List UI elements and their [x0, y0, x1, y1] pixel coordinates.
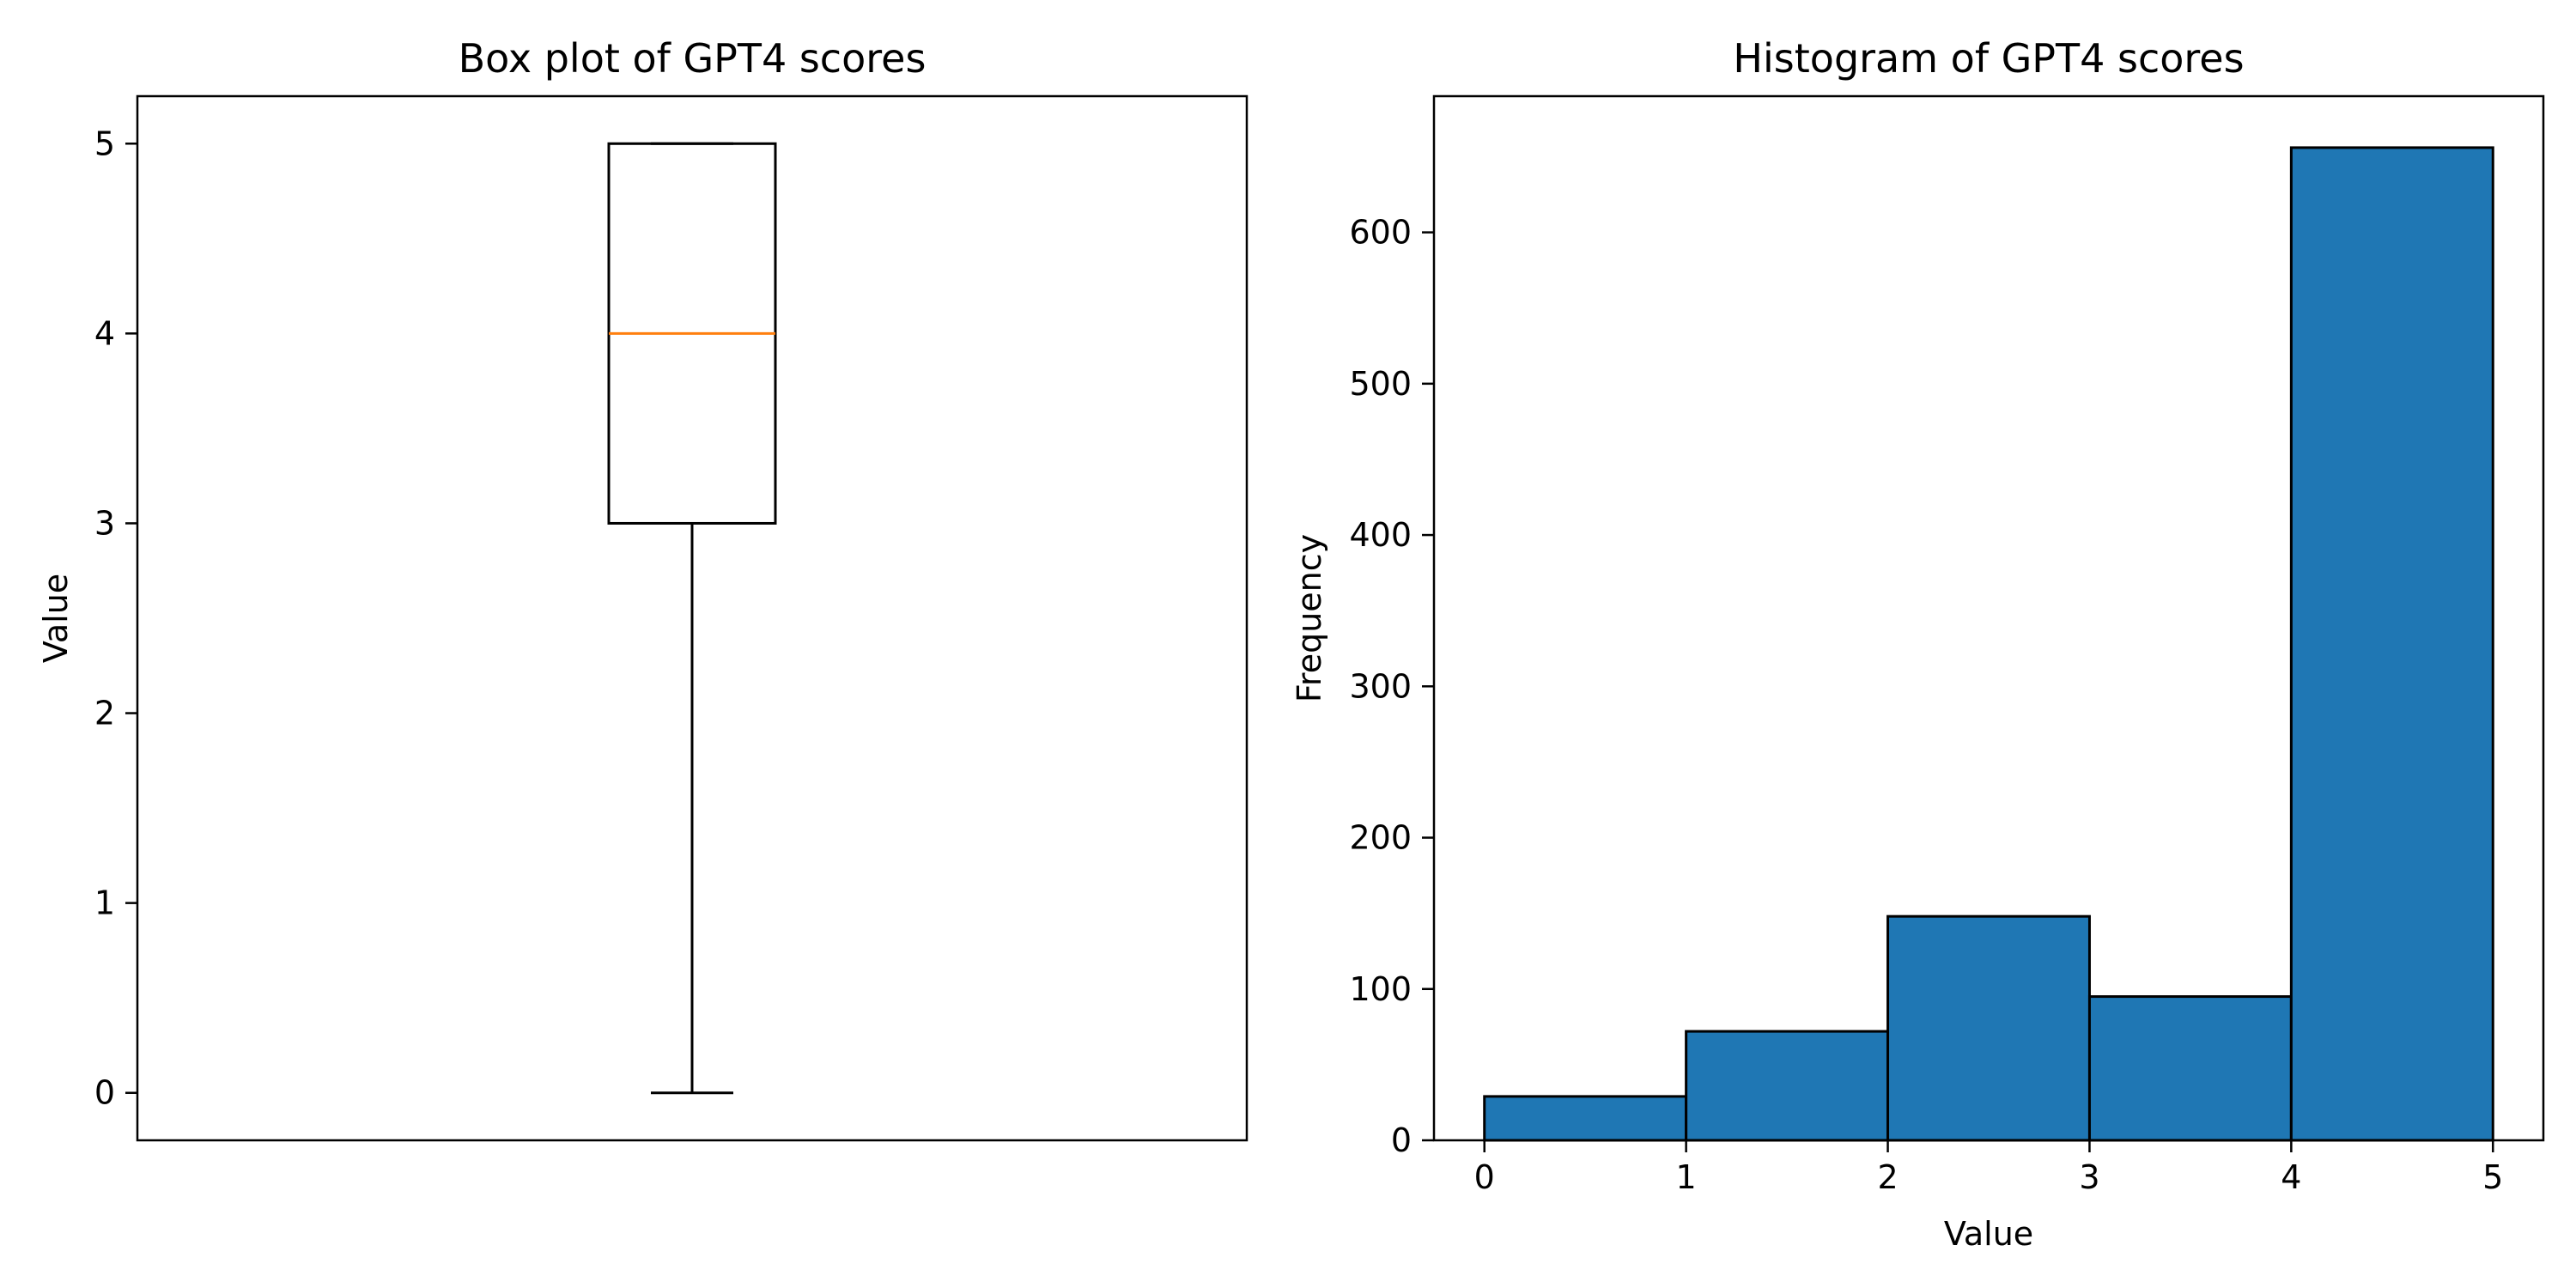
histogram-bar [1886, 914, 2091, 1142]
histogram-panel: Histogram of GPT4 scores Frequency Value… [1291, 35, 2545, 1253]
histogram-x-tick-label: 1 [1676, 1158, 1697, 1196]
histogram-x-ticks: 0 1 2 3 4 5 [1474, 1140, 2503, 1196]
histogram-bar [1685, 1030, 1890, 1142]
box-plot-y-tick-label: 5 [94, 125, 115, 162]
histogram-title: Histogram of GPT4 scores [1733, 35, 2244, 82]
box-plot-title: Box plot of GPT4 scores [459, 35, 927, 82]
histogram-y-axis-label: Frequency [1291, 534, 1328, 702]
histogram-bar [1483, 1095, 1688, 1142]
histogram-x-tick-label: 4 [2281, 1158, 2301, 1196]
histogram-x-tick-label: 2 [1877, 1158, 1898, 1196]
box-plot-marks [607, 142, 777, 1095]
histogram-x-tick-label: 5 [2482, 1158, 2503, 1196]
histogram-y-ticks: 0 100 200 300 400 500 600 [1349, 214, 1434, 1159]
histogram-y-tick-label: 200 [1349, 819, 1412, 857]
box-plot-panel: Box plot of GPT4 scores Value 0 1 2 3 4 5 [37, 35, 1249, 1142]
box-plot-y-tick-label: 0 [94, 1074, 115, 1112]
histogram-x-tick-label: 3 [2079, 1158, 2099, 1196]
histogram-x-tick-label: 0 [1474, 1158, 1495, 1196]
box-plot-y-tick-label: 1 [94, 884, 115, 922]
histogram-y-tick-label: 400 [1349, 516, 1412, 554]
histogram-y-tick-label: 500 [1349, 365, 1412, 403]
box-plot-y-axis-label: Value [37, 574, 75, 663]
box-plot-y-tick-label: 4 [94, 314, 115, 352]
box-plot-y-tick-label: 2 [94, 695, 115, 732]
histogram-y-tick-label: 600 [1349, 214, 1412, 252]
histogram-y-tick-label: 300 [1349, 667, 1412, 705]
histogram-bars [1483, 146, 2494, 1142]
histogram-y-tick-label: 100 [1349, 970, 1412, 1008]
histogram-bar [2289, 146, 2494, 1142]
histogram-axes-frame [1432, 94, 2545, 1142]
box-plot-axes-frame [136, 94, 1249, 1142]
histogram-bar [2087, 995, 2293, 1142]
box-plot-y-ticks: 0 1 2 3 4 5 [94, 125, 137, 1112]
histogram-y-tick-label: 0 [1391, 1121, 1412, 1159]
box-plot-y-tick-label: 3 [94, 504, 115, 542]
histogram-x-axis-label: Value [1944, 1215, 2033, 1253]
